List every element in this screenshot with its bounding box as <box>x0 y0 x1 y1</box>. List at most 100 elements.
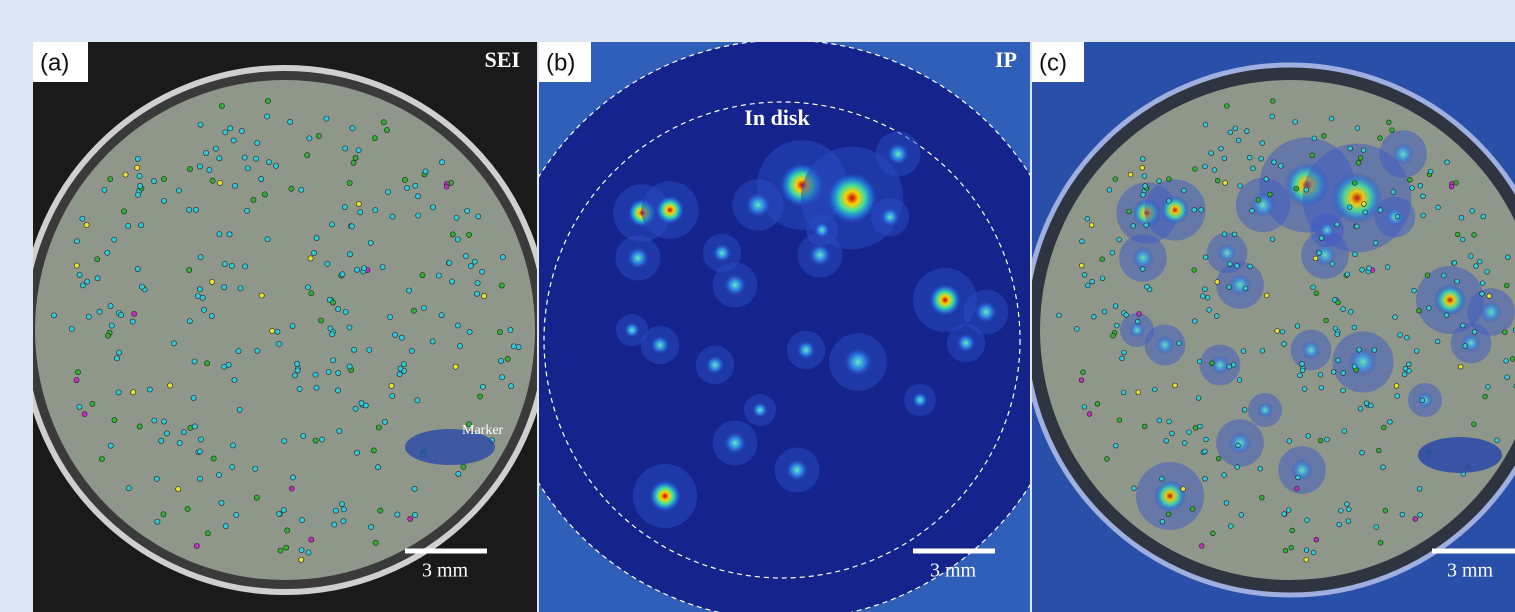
particle <box>193 207 198 212</box>
particle <box>1167 419 1172 424</box>
particle <box>1173 383 1178 388</box>
particle <box>137 173 142 178</box>
particle <box>1228 524 1233 529</box>
scale-label: 3 mm <box>1447 560 1494 582</box>
particle <box>135 192 140 197</box>
particle <box>1374 525 1379 530</box>
particle <box>354 267 359 272</box>
particle <box>1260 141 1265 146</box>
particle <box>351 160 356 165</box>
particle <box>395 512 400 517</box>
particle <box>1341 371 1346 376</box>
particle <box>1358 155 1363 160</box>
particle <box>1385 265 1390 270</box>
particle <box>254 495 259 500</box>
particle <box>1270 99 1275 104</box>
particle <box>1122 350 1127 355</box>
particle <box>1117 418 1122 423</box>
particle <box>1244 129 1249 134</box>
particle <box>1357 347 1362 352</box>
particle <box>210 279 215 284</box>
particle <box>339 501 344 506</box>
particle <box>187 267 192 272</box>
particle <box>1383 508 1388 513</box>
panel-label: (b) <box>546 49 575 76</box>
particle <box>1137 311 1142 316</box>
particle <box>187 318 192 323</box>
particle <box>1210 361 1215 366</box>
particle <box>1421 194 1426 199</box>
particle <box>80 283 85 288</box>
particle <box>1196 396 1201 401</box>
particle <box>219 500 224 505</box>
particle <box>229 263 234 268</box>
particle <box>333 508 338 513</box>
particle <box>151 179 156 184</box>
particle <box>216 472 221 477</box>
particle <box>1289 545 1294 550</box>
particle <box>330 332 335 337</box>
particle <box>347 364 352 369</box>
particle <box>244 208 249 213</box>
particle <box>380 265 385 270</box>
particle <box>1267 192 1272 197</box>
particle <box>399 335 404 340</box>
particle <box>1181 487 1186 492</box>
particle <box>369 524 374 529</box>
particle <box>167 383 172 388</box>
particle <box>222 285 227 290</box>
particle <box>185 506 190 511</box>
particle <box>277 511 282 516</box>
particle <box>245 166 250 171</box>
particle <box>1219 146 1224 151</box>
particle <box>236 348 241 353</box>
particle <box>223 524 228 529</box>
particle <box>1182 188 1187 193</box>
particle <box>1286 508 1291 513</box>
particle <box>497 330 502 335</box>
particle <box>210 178 215 183</box>
panel-title: SEI <box>485 47 520 72</box>
particle <box>1239 512 1244 517</box>
particle <box>480 384 485 389</box>
particle <box>476 214 481 219</box>
particle <box>1348 146 1353 151</box>
particle <box>273 163 278 168</box>
particle <box>299 547 304 552</box>
particle <box>84 222 89 227</box>
particle <box>1463 344 1468 349</box>
particle <box>319 437 324 442</box>
particle <box>472 259 477 264</box>
particle <box>1166 512 1171 517</box>
particle <box>147 387 152 392</box>
particle <box>1085 216 1090 221</box>
particle <box>1203 255 1208 260</box>
particle <box>219 103 224 108</box>
particle <box>342 205 347 210</box>
particle <box>1080 239 1085 244</box>
particle <box>1090 279 1095 284</box>
particle <box>1417 308 1422 313</box>
particle <box>1338 508 1343 513</box>
particle <box>363 403 368 408</box>
particle <box>139 284 144 289</box>
particle <box>1259 156 1264 161</box>
particle <box>90 401 95 406</box>
particle <box>1142 424 1147 429</box>
particle <box>458 343 463 348</box>
particle <box>278 548 283 553</box>
particle <box>1346 507 1351 512</box>
particle <box>461 464 466 469</box>
particle <box>1480 291 1485 296</box>
particle <box>1110 250 1115 255</box>
page: {"panels": [ {"label": "(a)", "title": "… <box>0 0 1515 612</box>
particle <box>314 235 319 240</box>
particle <box>1182 441 1187 446</box>
particle <box>137 424 142 429</box>
panel-label: (c) <box>1039 49 1067 76</box>
particle <box>361 266 366 271</box>
particle <box>1398 333 1403 338</box>
particle <box>123 172 128 177</box>
particle <box>1256 198 1261 203</box>
particle <box>284 545 289 550</box>
